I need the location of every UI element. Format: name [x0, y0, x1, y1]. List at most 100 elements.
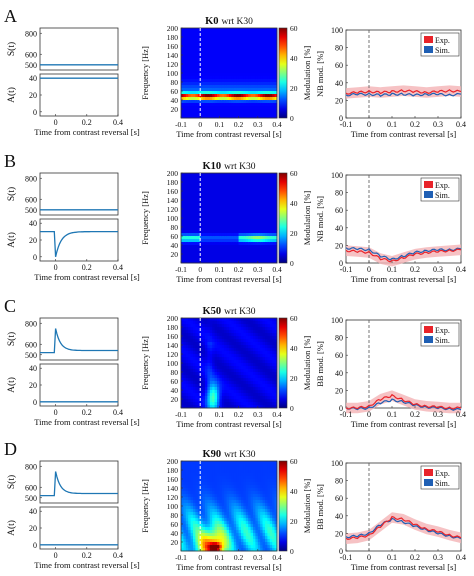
spectrogram-cell [226, 494, 230, 498]
spectrogram-cell [255, 327, 259, 331]
spectrogram-cell [255, 360, 259, 364]
spectrogram-cell [190, 254, 194, 258]
spectrogram-cell [236, 34, 239, 38]
spectrogram-cell [197, 97, 201, 101]
spectrogram-cell [257, 251, 261, 255]
spectrogram-cell [236, 318, 239, 322]
spectrogram-cell [236, 405, 239, 409]
spectrogram-cell [193, 115, 196, 119]
spectrogram-cell [257, 209, 261, 213]
spectrogram-cell [212, 185, 215, 189]
spectrogram-cell [248, 488, 251, 492]
spectrogram-cell [197, 330, 201, 334]
spectrogram-cell [212, 464, 215, 468]
spectrogram-cell [238, 536, 242, 540]
spectrogram-cell [183, 224, 187, 228]
spectrogram-cell [238, 396, 242, 400]
spectrogram-cell [197, 390, 201, 394]
spectrogram-cell [221, 58, 225, 62]
spectrogram-cell [197, 34, 201, 38]
spectrogram-cell [226, 518, 230, 522]
spectrogram-cell [224, 248, 227, 252]
spectrogram-cell [183, 94, 187, 98]
spectrogram-cell [250, 345, 254, 349]
spectrogram-cell [197, 242, 201, 246]
spectrogram-cell [260, 212, 263, 216]
spectrogram-cell [269, 97, 273, 101]
spectrogram-cell [233, 224, 237, 228]
spectrogram-cell [207, 76, 211, 80]
spec-x-tick-label: 0 [198, 410, 202, 419]
spectrogram-cell [207, 527, 211, 531]
spectrogram-cell [272, 70, 275, 74]
spectrogram-cell [265, 378, 268, 382]
spectrogram-cell [185, 384, 189, 388]
spectrogram-cell [214, 515, 218, 519]
spectrogram-cell [205, 257, 208, 261]
spectrogram-cell [238, 479, 242, 483]
spectrogram-cell [241, 61, 244, 65]
spectrogram-cell [185, 230, 189, 234]
spectrogram-cell [202, 91, 206, 95]
spectrogram-cell [250, 61, 254, 65]
spectrogram-cell [207, 384, 211, 388]
spec-y-tick-label: 160 [167, 187, 179, 196]
spectrogram-cell [250, 530, 254, 534]
spectrogram-cell [257, 482, 261, 486]
spectrogram-cell [197, 339, 201, 343]
spectrogram-cell [224, 357, 227, 361]
spectrogram-cell [233, 49, 237, 53]
spectrogram-cell [219, 97, 223, 101]
spectrogram-cell [236, 491, 239, 495]
spectrogram-cell [185, 503, 189, 507]
spectrogram-cell [190, 112, 194, 116]
spectrogram-cell [241, 396, 244, 400]
spectrogram-cell [274, 360, 278, 364]
spectrogram-cell [224, 173, 227, 177]
spectrogram-cell [200, 387, 203, 391]
spectrogram-cell [197, 327, 201, 331]
spectrogram-cell [245, 179, 249, 183]
spectrogram-cell [183, 34, 187, 38]
spectrogram-cell [200, 405, 203, 409]
spectrogram-cell [195, 67, 199, 71]
spectrogram-cell [269, 248, 273, 252]
spectrogram-cell [265, 109, 268, 113]
spectrogram-cell [233, 318, 237, 322]
spectrogram-cell [267, 399, 271, 403]
spectrogram-cell [181, 393, 184, 397]
spectrogram-cell [241, 375, 244, 379]
spec-x-tick-label: 0.3 [253, 265, 263, 274]
spectrogram-cell [262, 375, 266, 379]
spectrogram-cell [193, 464, 196, 468]
spectrogram-cell [226, 227, 230, 231]
spectrogram-cell [257, 387, 261, 391]
spectrogram-cell [269, 254, 273, 258]
mod-y-tick-label: 0 [339, 404, 343, 413]
spectrogram-cell [207, 509, 211, 513]
spectrogram-cell [224, 485, 227, 489]
spectrogram-cell [212, 336, 215, 340]
spectrogram-cell [229, 100, 232, 104]
spectrogram-cell [231, 491, 235, 495]
spectrogram-cell [248, 318, 251, 322]
spectrogram-cell [253, 70, 256, 74]
spectrogram-cell [262, 40, 266, 44]
spectrogram-cell [238, 518, 242, 522]
spectrogram-cell [229, 215, 232, 219]
spectrogram-cell [181, 179, 184, 183]
spectrogram-cell [229, 536, 232, 540]
spectrogram-cell [202, 182, 206, 186]
spectrogram-cell [207, 515, 211, 519]
spectrogram-cell [221, 200, 225, 204]
spectrogram-cell [272, 82, 275, 86]
spectrogram-cell [205, 43, 208, 47]
spectrogram-cell [224, 545, 227, 549]
spectrogram-cell [185, 79, 189, 83]
spectrogram-cell [231, 82, 235, 86]
spectrogram-cell [255, 115, 259, 119]
spectrogram-cell [265, 73, 268, 77]
spectrogram-cell [183, 476, 187, 480]
spectrogram-cell [224, 106, 227, 110]
spectrogram-cell [248, 221, 251, 225]
